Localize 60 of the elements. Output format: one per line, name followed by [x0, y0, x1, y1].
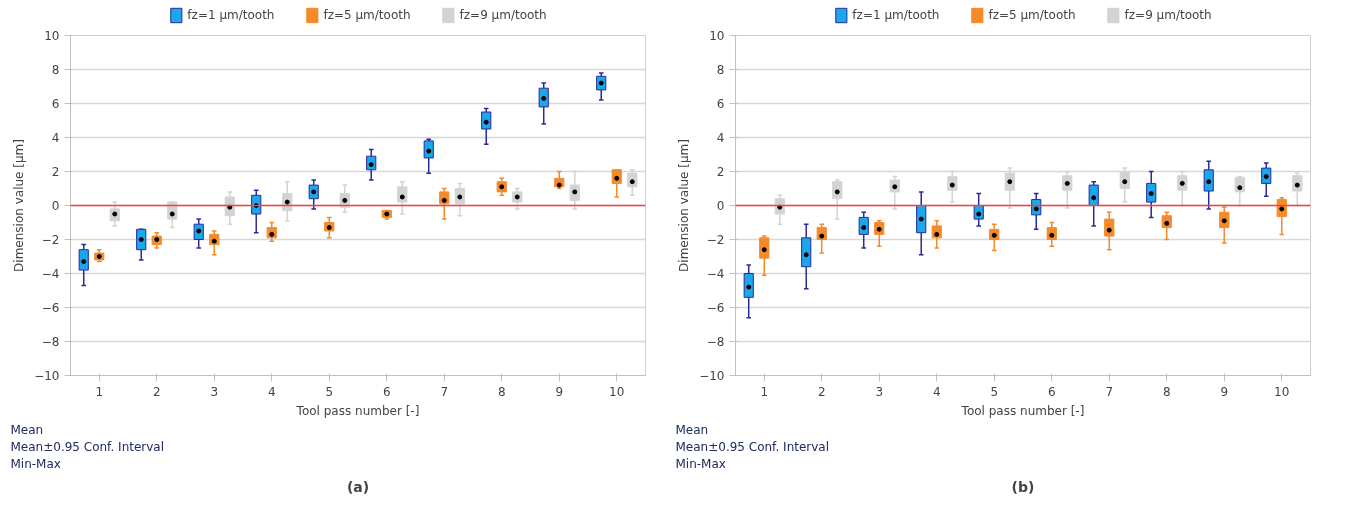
x-axis-title: Tool pass number [-] [960, 403, 1085, 418]
x-tick-label: 4 [267, 384, 276, 399]
y-tick-label: −6 [706, 301, 725, 315]
y-tick-label: −8 [41, 335, 60, 349]
x-tick-label: 7 [1105, 384, 1114, 399]
legend-label: fz=5 µm/tooth [323, 8, 411, 22]
y-tick-label: −8 [706, 335, 725, 349]
x-tick-label: 8 [1162, 384, 1171, 399]
text: Mean [10, 423, 44, 437]
x-tick-label: 9 [1220, 384, 1229, 399]
y-tick-label: 6 [716, 97, 725, 111]
y-tick-label: 6 [51, 97, 60, 111]
y-tick-label: −2 [706, 233, 725, 247]
y-tick-label: −2 [41, 233, 60, 247]
y-tick-label: 10 [44, 29, 60, 43]
x-tick-label: 1 [95, 384, 104, 399]
legend-label: fz=9 µm/tooth [459, 8, 547, 22]
x-tick-label: 3 [210, 384, 219, 399]
text: Mean [675, 423, 709, 437]
y-tick-label: −10 [699, 369, 725, 383]
y-tick-label: −10 [34, 369, 60, 383]
x-tick-label: 9 [555, 384, 564, 399]
y-tick-label: 0 [716, 199, 725, 213]
x-axis-title: Tool pass number [-] [295, 403, 420, 418]
x-tick-label: 3 [875, 384, 884, 399]
y-tick-label: −6 [41, 301, 60, 315]
legend-label: fz=1 µm/tooth [852, 8, 940, 22]
x-tick-label: 10 [1274, 384, 1290, 399]
y-tick-label: 4 [51, 131, 60, 145]
y-tick-label: 0 [51, 199, 60, 213]
text: (b) [1011, 478, 1035, 495]
y-tick-label: 10 [709, 29, 725, 43]
y-tick-label: 8 [51, 63, 60, 77]
x-tick-label: 1 [760, 384, 769, 399]
legend-label: fz=5 µm/tooth [988, 8, 1076, 22]
y-axis-title: Dimension value [µm] [677, 139, 692, 272]
x-tick-label: 5 [325, 384, 334, 399]
x-tick-label: 8 [497, 384, 506, 399]
legend-label: fz=9 µm/tooth [1124, 8, 1212, 22]
text: Mean±0.95 Conf. Interval [10, 440, 165, 454]
text: Min-Max [10, 457, 61, 471]
y-tick-label: −4 [41, 267, 60, 281]
text: (a) [346, 478, 370, 495]
x-tick-label: 6 [1047, 384, 1056, 399]
x-tick-label: 2 [152, 384, 161, 399]
x-tick-label: 6 [382, 384, 391, 399]
y-tick-label: 8 [716, 63, 725, 77]
text: Mean±0.95 Conf. Interval [675, 440, 830, 454]
legend-label: fz=1 µm/tooth [187, 8, 275, 22]
y-tick-label: 2 [716, 165, 725, 179]
y-tick-label: 4 [716, 131, 725, 145]
y-tick-label: −4 [706, 267, 725, 281]
text: Min-Max [675, 457, 726, 471]
x-tick-label: 10 [609, 384, 625, 399]
y-axis-title: Dimension value [µm] [12, 139, 27, 272]
x-tick-label: 4 [932, 384, 941, 399]
x-tick-label: 5 [990, 384, 999, 399]
x-tick-label: 2 [817, 384, 826, 399]
x-tick-label: 7 [440, 384, 449, 399]
y-tick-label: 2 [51, 165, 60, 179]
